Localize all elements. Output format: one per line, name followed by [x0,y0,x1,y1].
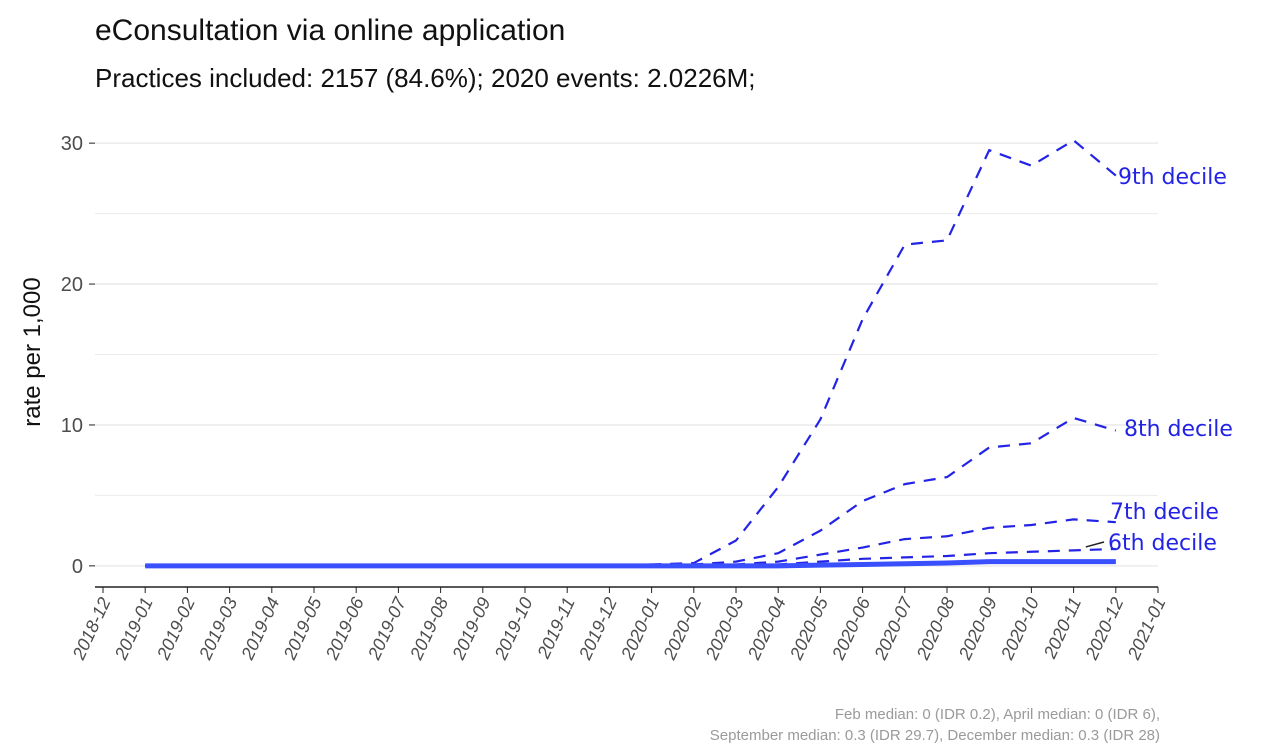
series-line [145,559,1116,569]
x-tick-label: 2020-06 [828,593,875,663]
y-tick-label: 0 [72,556,83,578]
caption-line-2: September median: 0.3 (IDR 29.7), Decemb… [709,727,1160,744]
x-tick-label: 2020-09 [954,594,1000,663]
x-tick-label: 2019-02 [153,594,199,663]
x-tick-label: 2020-02 [659,594,705,663]
series-line [145,416,1117,567]
label-leader-line [1085,541,1105,548]
series-label: 8th decile [1124,417,1233,442]
series-lines [145,139,1117,569]
chart-subtitle: Practices included: 2157 (84.6%); 2020 e… [95,63,756,93]
x-tick-label: 2021-01 [1123,594,1169,663]
x-tick-label: 2019-09 [448,594,494,663]
x-tick-label: 2019-10 [490,594,536,663]
series-line [145,518,1116,567]
series-labels: 9th decile 8th decile 7th decile 6th decile [1085,165,1233,556]
x-tick-label: 2020-04 [743,594,789,663]
series-label: 6th decile [1108,531,1217,556]
series-label: 7th decile [1110,500,1219,525]
x-tick-label: 2020-01 [617,594,663,663]
y-tick-label: 30 [61,133,83,155]
x-tick-label: 2020-07 [870,593,917,663]
x-tick-label: 2019-12 [575,594,621,663]
y-axis-label: rate per 1,000 [19,277,46,426]
x-tick-label: 2020-12 [1081,594,1127,663]
chart-title: eConsultation via online application [95,14,566,47]
caption-line-1: Feb median: 0 (IDR 0.2), April median: 0… [834,706,1160,723]
axes: 01020302018-122019-012019-022019-032019-… [61,133,1170,663]
x-tick-label: 2019-08 [406,594,452,663]
x-tick-label: 2020-10 [997,594,1043,663]
x-tick-label: 2019-06 [321,593,368,663]
gridlines [95,142,1158,567]
x-tick-label: 2020-08 [912,594,958,663]
x-tick-label: 2018-12 [68,594,114,663]
x-tick-label: 2019-03 [195,594,241,663]
x-tick-label: 2020-03 [701,594,747,663]
x-tick-label: 2019-04 [237,594,283,663]
series-line [145,139,1117,567]
y-tick-label: 20 [61,274,83,296]
x-tick-label: 2019-05 [279,593,326,663]
x-tick-label: 2019-01 [110,594,156,663]
x-tick-label: 2020-05 [786,593,833,663]
y-tick-label: 10 [61,415,83,437]
series-label: 9th decile [1118,165,1227,190]
x-tick-label: 2019-11 [533,594,579,662]
x-tick-label: 2020-11 [1039,594,1085,662]
x-tick-label: 2019-07 [364,593,411,663]
